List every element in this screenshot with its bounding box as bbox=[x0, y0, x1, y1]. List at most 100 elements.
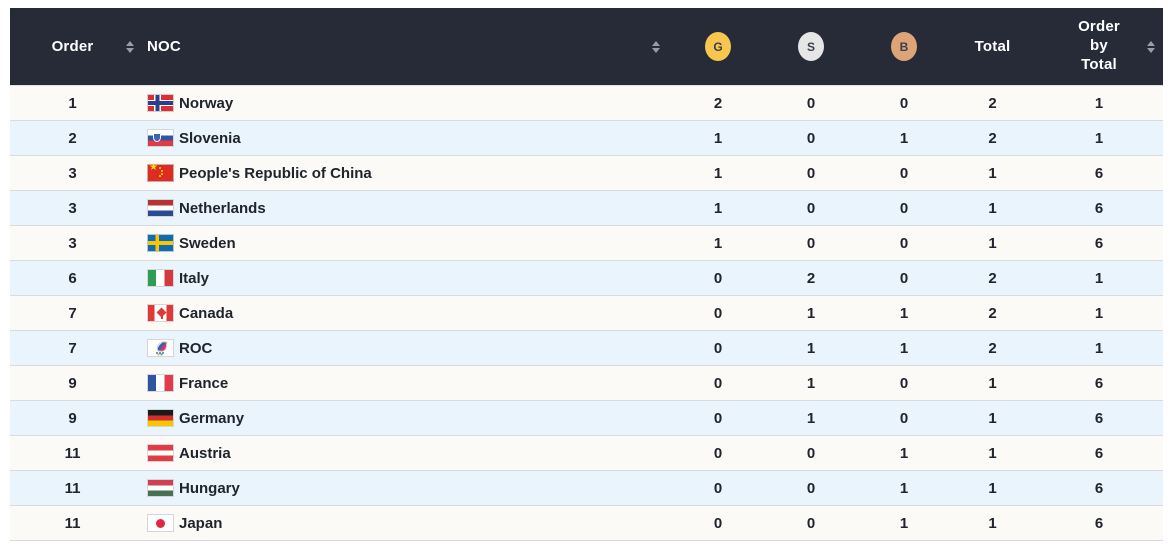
total-cell: 1 bbox=[988, 199, 997, 217]
bronze-cell: 0 bbox=[899, 269, 909, 287]
noc-cell: Italy bbox=[135, 261, 672, 295]
table-row: 1 Norway 2 0 0 2 1 bbox=[10, 86, 1163, 121]
silver-cell: 0 bbox=[806, 199, 816, 217]
total-cell: 2 bbox=[988, 94, 997, 112]
gold-medal-icon: G bbox=[705, 32, 731, 61]
italy-flag bbox=[147, 269, 174, 287]
sort-icon[interactable] bbox=[652, 40, 660, 53]
total-cell: 1 bbox=[988, 514, 997, 532]
gold-cell: 0 bbox=[713, 339, 723, 357]
bronze-cell: 1 bbox=[899, 444, 909, 462]
gold-cell: 0 bbox=[713, 444, 723, 462]
order-cell: 11 bbox=[64, 514, 81, 532]
noc-cell: ROC bbox=[135, 331, 672, 365]
order-cell: 11 bbox=[64, 444, 81, 462]
bronze-cell: 0 bbox=[899, 374, 909, 392]
gold-cell: 1 bbox=[713, 199, 723, 217]
noc-cell: People's Republic of China bbox=[135, 156, 672, 190]
hungary-flag bbox=[147, 479, 174, 497]
bronze-cell: 1 bbox=[899, 129, 909, 147]
silver-cell: 0 bbox=[806, 234, 816, 252]
medal-table: Order NOC G S B bbox=[10, 8, 1163, 541]
order-by-total-cell: 6 bbox=[1094, 444, 1104, 462]
sort-down-arrow-icon bbox=[652, 47, 660, 53]
table-row: 9 Germany 0 1 0 1 6 bbox=[10, 401, 1163, 436]
china-flag bbox=[147, 163, 174, 182]
noc-name: Germany bbox=[179, 409, 245, 427]
gold-cell: 0 bbox=[713, 514, 723, 532]
order-header-label: Order bbox=[51, 38, 94, 55]
silver-cell: 1 bbox=[806, 374, 816, 392]
order-by-total-cell: 1 bbox=[1094, 339, 1104, 357]
total-cell: 1 bbox=[988, 164, 997, 182]
table-row: 2 Slovenia 1 0 1 2 1 bbox=[10, 121, 1163, 156]
bronze-cell: 0 bbox=[899, 94, 909, 112]
table-row: 11 Hungary 0 0 1 1 6 bbox=[10, 471, 1163, 506]
sort-down-arrow-icon bbox=[126, 47, 134, 53]
gold-cell: 2 bbox=[713, 94, 723, 112]
table-row: 6 Italy 0 2 0 2 1 bbox=[10, 261, 1163, 296]
netherlands-flag bbox=[147, 199, 174, 217]
noc-name: France bbox=[179, 374, 229, 392]
order-by-total-cell: 6 bbox=[1094, 479, 1104, 497]
order-by-total-cell: 1 bbox=[1094, 129, 1104, 147]
sort-icon[interactable] bbox=[126, 40, 134, 53]
gold-cell: 0 bbox=[713, 269, 723, 287]
order-by-total-cell: 1 bbox=[1094, 269, 1104, 287]
table-row: 3 Sweden 1 0 0 1 6 bbox=[10, 226, 1163, 261]
noc-cell: Netherlands bbox=[135, 191, 672, 225]
order-cell: 9 bbox=[68, 374, 77, 392]
order-cell: 3 bbox=[68, 199, 77, 217]
column-header-order[interactable]: Order bbox=[10, 8, 135, 85]
order-by-total-cell: 6 bbox=[1094, 374, 1104, 392]
noc-name: Sweden bbox=[179, 234, 236, 252]
germany-flag bbox=[147, 409, 174, 427]
noc-name: ROC bbox=[179, 339, 213, 357]
noc-name: Italy bbox=[179, 269, 210, 287]
noc-name: Hungary bbox=[179, 479, 240, 497]
table-row: 11 Austria 0 0 1 1 6 bbox=[10, 436, 1163, 471]
total-cell: 1 bbox=[988, 409, 997, 427]
gold-header-label: G bbox=[713, 39, 723, 54]
order-by-total-cell: 6 bbox=[1094, 234, 1104, 252]
order-by-total-header-label: Order by Total bbox=[1078, 18, 1120, 73]
order-by-total-cell: 1 bbox=[1094, 304, 1104, 322]
order-cell: 7 bbox=[68, 304, 77, 322]
column-header-bronze: B bbox=[858, 8, 950, 85]
order-by-total-cell: 1 bbox=[1094, 94, 1104, 112]
austria-flag bbox=[147, 444, 174, 462]
silver-cell: 1 bbox=[806, 409, 816, 427]
canada-flag bbox=[147, 304, 174, 322]
silver-cell: 0 bbox=[806, 164, 816, 182]
table-row: 7 Canada 0 1 1 2 1 bbox=[10, 296, 1163, 331]
table-body: 1 Norway 2 0 0 2 1 2 Slovenia 1 0 1 2 1 … bbox=[10, 85, 1163, 541]
silver-medal-icon: S bbox=[798, 32, 824, 61]
silver-cell: 0 bbox=[806, 444, 816, 462]
sweden-flag bbox=[147, 234, 174, 252]
sort-up-arrow-icon bbox=[1147, 40, 1155, 46]
silver-cell: 0 bbox=[806, 479, 816, 497]
table-row: 3 Netherlands 1 0 0 1 6 bbox=[10, 191, 1163, 226]
table-row: 7 ROC 0 1 1 2 1 bbox=[10, 331, 1163, 366]
noc-cell: Japan bbox=[135, 506, 672, 540]
sort-up-arrow-icon bbox=[652, 40, 660, 46]
gold-cell: 0 bbox=[713, 479, 723, 497]
gold-cell: 1 bbox=[713, 234, 723, 252]
column-header-noc[interactable]: NOC bbox=[135, 8, 672, 85]
column-header-total: Total bbox=[950, 8, 1035, 85]
order-by-total-cell: 6 bbox=[1094, 409, 1104, 427]
norway-flag bbox=[147, 94, 174, 112]
column-header-order-by-total[interactable]: Order by Total bbox=[1035, 8, 1163, 85]
noc-cell: Hungary bbox=[135, 471, 672, 505]
sort-icon[interactable] bbox=[1147, 40, 1155, 53]
sort-down-arrow-icon bbox=[1147, 47, 1155, 53]
order-cell: 2 bbox=[68, 129, 77, 147]
bronze-cell: 0 bbox=[899, 234, 909, 252]
order-cell: 7 bbox=[68, 339, 77, 357]
bronze-cell: 1 bbox=[899, 339, 909, 357]
total-header-label: Total bbox=[974, 38, 1011, 55]
gold-cell: 1 bbox=[713, 164, 723, 182]
noc-name: People's Republic of China bbox=[179, 164, 372, 182]
noc-cell: Sweden bbox=[135, 226, 672, 260]
bronze-cell: 1 bbox=[899, 514, 909, 532]
